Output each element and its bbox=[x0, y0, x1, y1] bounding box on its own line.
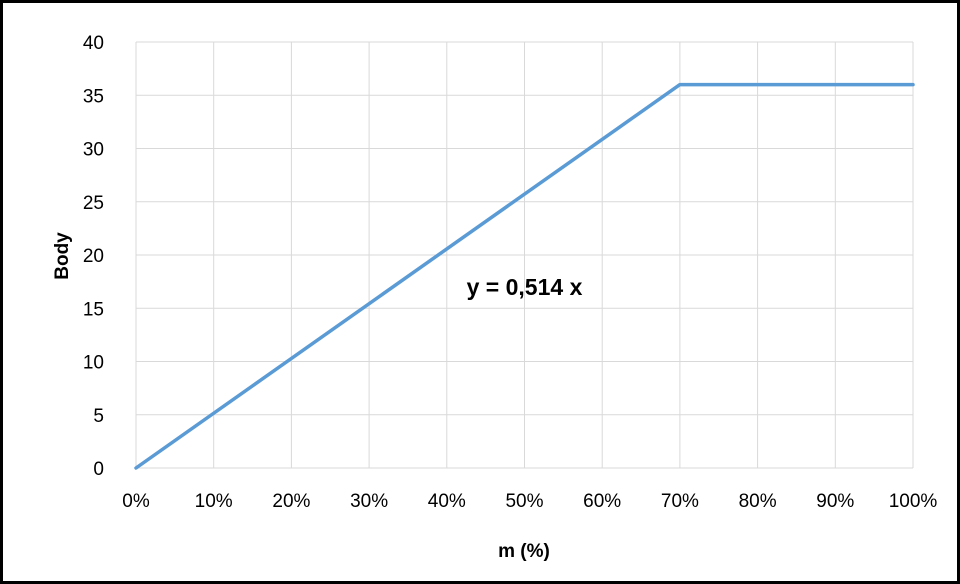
x-tick-label: 0% bbox=[122, 491, 150, 512]
x-tick-label: 100% bbox=[889, 491, 938, 512]
y-tick-label: 25 bbox=[83, 193, 104, 214]
annotations: y = 0,514 x bbox=[467, 274, 583, 300]
series-line bbox=[134, 82, 915, 470]
x-tick-label: 20% bbox=[272, 491, 310, 512]
x-tick-label: 10% bbox=[195, 491, 233, 512]
x-tick-label: 40% bbox=[428, 491, 466, 512]
x-tick-label: 80% bbox=[739, 491, 777, 512]
gridlines bbox=[135, 41, 914, 469]
y-tick-label: 20 bbox=[83, 246, 104, 267]
x-tick-label: 50% bbox=[505, 491, 543, 512]
x-tick-label: 30% bbox=[350, 491, 388, 512]
y-tick-label: 0 bbox=[93, 459, 104, 480]
x-tick-label: 60% bbox=[583, 491, 621, 512]
equation-annotation: y = 0,514 x bbox=[467, 274, 583, 300]
y-tick-label: 5 bbox=[93, 406, 104, 427]
y-tick-label: 40 bbox=[83, 33, 104, 54]
y-tick-label: 30 bbox=[83, 140, 104, 161]
x-axis-title: m (%) bbox=[498, 541, 550, 562]
y-tick-label: 10 bbox=[83, 353, 104, 374]
x-tick-label: 70% bbox=[661, 491, 699, 512]
y-tick-labels: 0 5 10 15 20 25 30 35 40 bbox=[83, 33, 104, 480]
x-tick-labels: 0% 10% 20% 30% 40% 50% 60% 70% 80% 90% 100% bbox=[122, 491, 937, 512]
series-layer bbox=[134, 82, 915, 470]
y-axis-title: Body bbox=[52, 232, 73, 280]
y-tick-label: 35 bbox=[83, 86, 104, 107]
y-tick-label: 15 bbox=[83, 299, 104, 320]
x-tick-label: 90% bbox=[816, 491, 854, 512]
